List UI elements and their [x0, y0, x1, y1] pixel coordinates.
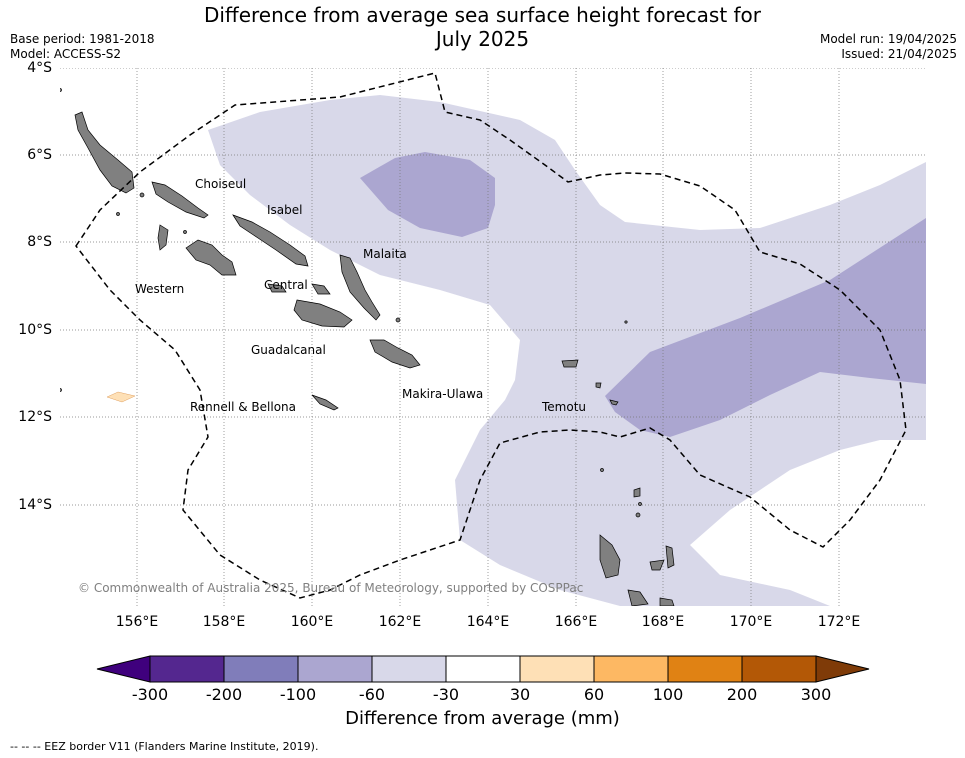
lon-label-166e: 166°E [554, 614, 598, 630]
cbar-tick-3: -60 [358, 685, 386, 704]
island-vanuatu-east [665, 545, 675, 569]
colorbar-segment-7 [593, 655, 669, 683]
model-run: Model run: 19/04/2025 [819, 32, 957, 46]
colorbar-segment-lt-300 [96, 655, 151, 683]
province-labels: Choiseul Isabel Malaita Western Central … [135, 177, 586, 414]
lat-label-12s: 12°S [18, 409, 52, 425]
lon-label-172e: 172°E [817, 614, 861, 630]
island-vanuatu-espiritu [599, 534, 621, 579]
lon-label-164e: 164°E [466, 614, 510, 630]
island-choiseul [74, 111, 135, 194]
island-temotu-2 [595, 382, 602, 389]
label-central: Central [264, 278, 308, 292]
cbar-tick-1: -200 [205, 685, 243, 704]
island-temotu-3 [609, 399, 619, 406]
island-rennell [311, 394, 339, 411]
chart-title: Difference from average sea surface heig… [0, 3, 965, 51]
island-vanuatu-south [627, 589, 649, 606]
lat-label-4s: 4°S [27, 60, 52, 76]
colorbar-label: Difference from average (mm) [345, 708, 620, 729]
lat-label-8s: 8°S [27, 234, 52, 250]
colorbar-segment-5 [445, 655, 521, 683]
label-rennell: Rennell & Bellona [190, 400, 296, 414]
island-guadalcanal [293, 299, 353, 328]
colorbar-segment-8 [667, 655, 743, 683]
lon-label-168e: 168°E [641, 614, 685, 630]
cbar-tick-5: 30 [509, 685, 531, 704]
colorbar-segment-1 [149, 655, 225, 683]
island-malaita [339, 254, 381, 321]
island-santa-isabel [151, 181, 209, 219]
eez-footnote: -- -- -- EEZ border V11 (Flanders Marine… [10, 740, 319, 753]
lon-label-170e: 170°E [729, 614, 773, 630]
colorbar-segment-4 [371, 655, 447, 683]
label-western: Western [135, 282, 184, 296]
lat-label-6s: 6°S [27, 147, 52, 163]
lon-label-162e: 162°E [378, 614, 422, 630]
colorbar-segment-3 [297, 655, 373, 683]
label-temotu: Temotu [541, 400, 586, 414]
lat-label-14s: 14°S [18, 497, 52, 513]
lon-label-160e: 160°E [290, 614, 334, 630]
lat-label-10s: 10°S [18, 322, 52, 338]
title-line-2: July 2025 [435, 27, 530, 51]
cbar-tick-6: 60 [583, 685, 605, 704]
label-isabel: Isabel [267, 203, 302, 217]
anomaly-light-region [208, 95, 926, 606]
island-western-group [185, 239, 237, 276]
colorbar-segment-6 [519, 655, 595, 683]
eez-solomon [75, 72, 907, 599]
lon-label-156e: 156°E [115, 614, 159, 630]
model-name: Model: ACCESS-S2 [10, 47, 122, 61]
cbar-tick-4: -30 [432, 685, 460, 704]
title-line-1: Difference from average sea surface heig… [203, 3, 762, 27]
cbar-tick-8: 200 [726, 685, 758, 704]
island-central-2 [311, 283, 331, 295]
land-masses [60, 88, 675, 606]
cbar-tick-9: 300 [800, 685, 832, 704]
label-guadalcanal: Guadalcanal [251, 343, 326, 357]
colorbar [96, 655, 870, 683]
island-temotu-1 [561, 359, 579, 368]
copyright-notice: © Commonwealth of Australia 2025, Bureau… [78, 581, 583, 595]
label-malaita: Malaita [363, 247, 407, 261]
lon-label-158e: 158°E [202, 614, 246, 630]
colorbar-segment-gt-300 [815, 655, 870, 683]
island-central [267, 283, 287, 293]
anomaly-positive-patch [106, 391, 136, 403]
colorbar-segments [96, 655, 870, 683]
island-vanuatu-north [633, 487, 641, 498]
forecast-map: Choiseul Isabel Malaita Western Central … [60, 68, 926, 606]
label-choiseul: Choiseul [195, 177, 246, 191]
island-isabel-east [232, 214, 309, 267]
colorbar-segment-2 [223, 655, 299, 683]
colorbar-segment-9 [741, 655, 817, 683]
cbar-tick-2: -100 [279, 685, 317, 704]
anomaly-medium-region-north [360, 152, 495, 237]
cbar-tick-0: -300 [131, 685, 169, 704]
anomaly-medium-region-east [605, 218, 926, 437]
base-period: Base period: 1981-2018 [10, 32, 155, 46]
issued-date: Issued: 21/04/2025 [841, 47, 957, 61]
island-new-georgia [157, 224, 169, 251]
island-makira [369, 339, 421, 369]
label-makira: Makira-Ulawa [402, 387, 483, 401]
meta-right: Model run: 19/04/2025 Issued: 21/04/2025 [820, 32, 957, 62]
meta-left: Base period: 1981-2018 Model: ACCESS-S2 [10, 32, 155, 62]
cbar-tick-7: 100 [652, 685, 684, 704]
island-vanuatu-south2 [659, 597, 675, 606]
island-vanuatu-mid [649, 559, 665, 571]
eez-borders [75, 72, 907, 599]
